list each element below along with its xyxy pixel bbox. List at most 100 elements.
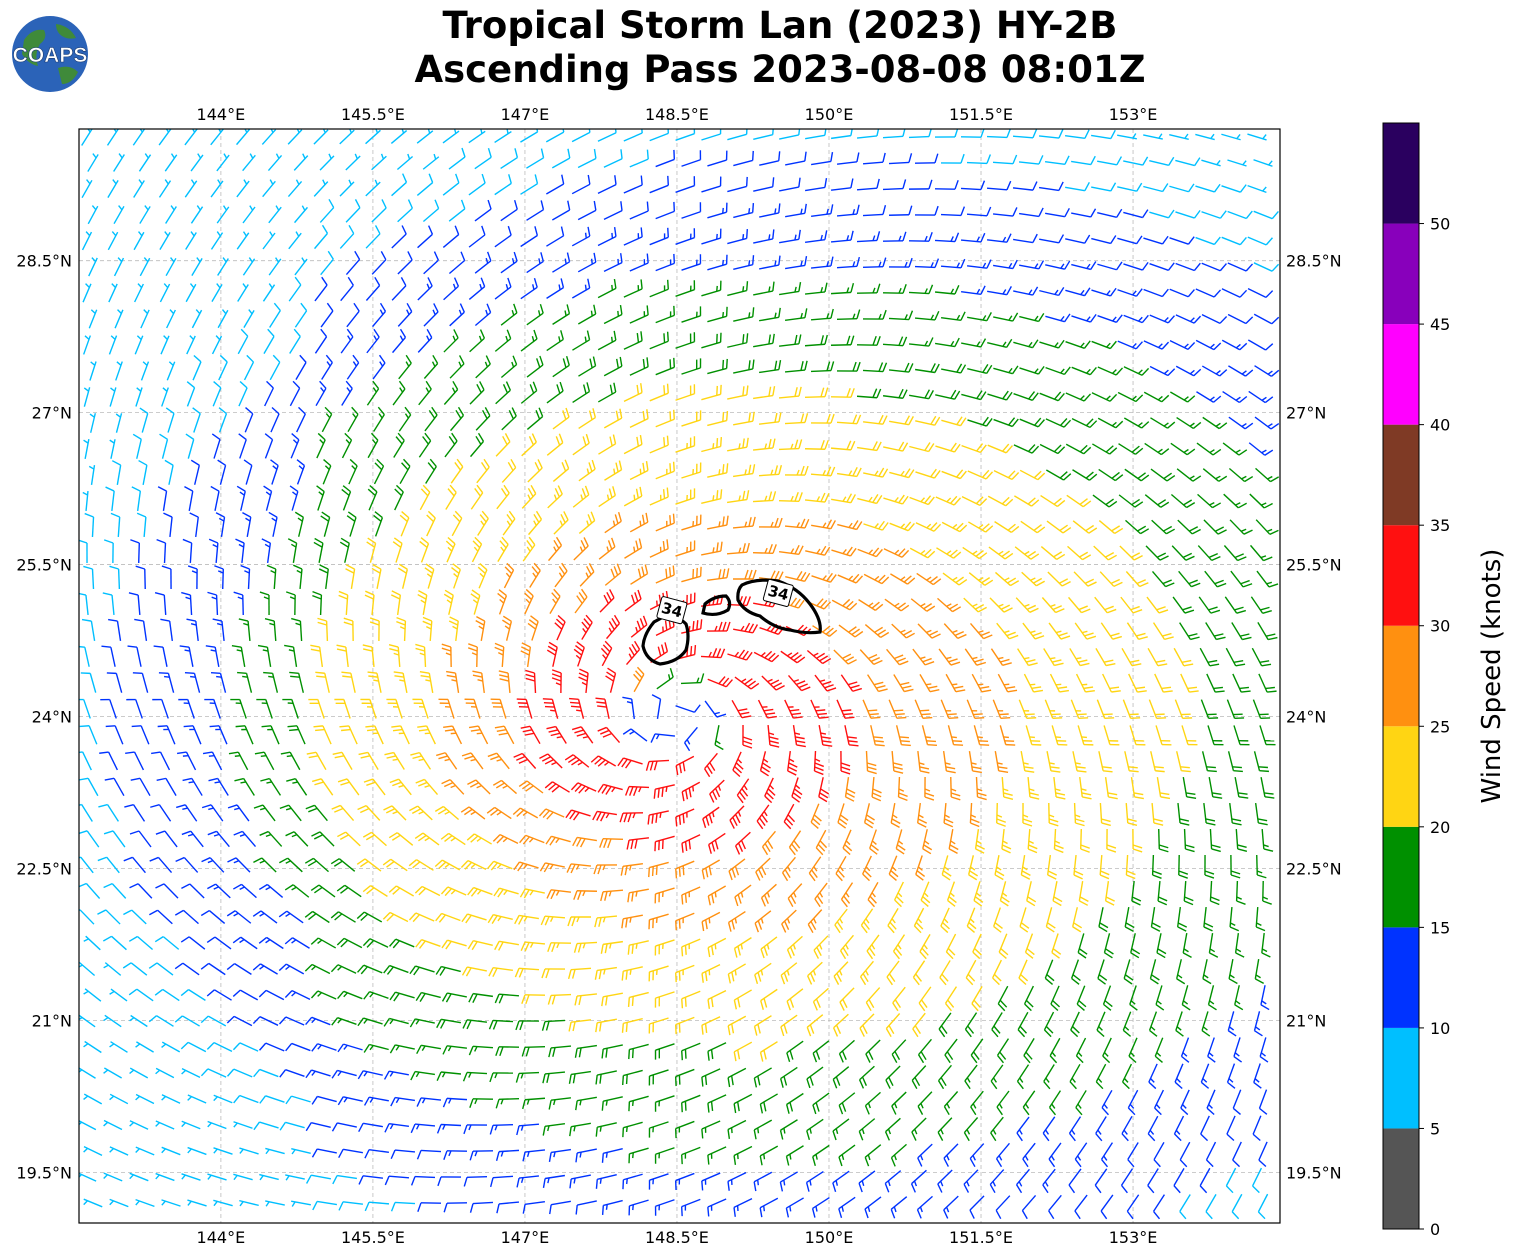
wind-barb <box>630 564 649 585</box>
wind-barb <box>179 645 194 667</box>
wind-barb <box>107 231 119 251</box>
wind-barb <box>1196 442 1222 456</box>
wind-barb <box>128 592 141 616</box>
wind-barb <box>305 1069 331 1079</box>
wind-barb <box>1103 725 1120 746</box>
wind-barb <box>154 591 167 616</box>
wind-barb <box>190 459 200 485</box>
wind-barb <box>436 1071 462 1081</box>
wind-barb <box>1044 959 1055 985</box>
wind-barb <box>546 433 564 456</box>
wind-barb <box>1097 366 1124 376</box>
wind-barb <box>1175 751 1191 773</box>
wind-barb <box>364 1148 390 1159</box>
wind-barb <box>214 565 224 590</box>
wind-barb <box>140 309 150 329</box>
wind-barb <box>522 536 536 562</box>
wind-barb <box>1071 155 1096 166</box>
wind-barb <box>1195 339 1222 351</box>
wind-barb <box>1132 828 1143 853</box>
wind-barb <box>593 864 618 875</box>
wind-barb <box>1121 647 1142 667</box>
wind-barb <box>83 988 102 1002</box>
wind-barb <box>314 224 329 250</box>
wind-barb <box>1124 751 1139 773</box>
wind-barb <box>707 1042 727 1061</box>
wind-barb <box>886 960 900 986</box>
wind-barb <box>727 649 753 661</box>
wind-barb <box>79 909 95 925</box>
wind-barb <box>176 804 198 822</box>
wind-barb <box>1045 469 1072 481</box>
wind-barb <box>701 1068 721 1087</box>
wind-barb <box>82 490 89 512</box>
wind-barb <box>205 645 220 667</box>
wind-barb <box>500 200 518 222</box>
lon-tick-label: 150°E <box>805 1228 854 1247</box>
wind-barb <box>1066 494 1092 508</box>
wind-barb <box>1072 751 1087 773</box>
colorbar-tick-label: 35 <box>1430 516 1450 535</box>
wind-barb <box>788 830 802 856</box>
wind-barb <box>461 752 484 770</box>
wind-barb <box>423 251 439 275</box>
wind-barb <box>840 750 851 775</box>
wind-barb <box>990 1116 1004 1142</box>
wind-barb <box>348 458 358 485</box>
wind-barb <box>264 380 274 407</box>
wind-barb <box>882 336 908 347</box>
wind-barb <box>675 332 696 349</box>
wind-barb <box>314 328 328 354</box>
wind-barb <box>622 696 635 720</box>
wind-barb <box>155 830 178 848</box>
wind-barb <box>337 1096 363 1106</box>
wind-barb <box>1149 959 1160 985</box>
wind-barb <box>233 1094 259 1104</box>
wind-barb <box>501 407 517 431</box>
wind-barb <box>1075 673 1095 693</box>
contour-label: 34 <box>762 578 794 607</box>
wind-barb <box>656 667 674 690</box>
wind-barb <box>1069 1063 1081 1090</box>
wind-barb <box>371 153 387 171</box>
wind-barb <box>206 989 232 1001</box>
wind-barb <box>856 129 880 139</box>
wind-barb <box>838 1039 855 1063</box>
wind-barb <box>83 387 91 407</box>
wind-barb <box>259 591 270 616</box>
wind-barb <box>736 778 750 804</box>
wind-barb <box>732 751 744 778</box>
wind-barb <box>727 385 749 400</box>
wind-barb <box>1068 1168 1082 1194</box>
wind-barb <box>310 644 324 668</box>
wind-barb <box>752 544 777 555</box>
wind-barb <box>79 1172 97 1182</box>
wind-barb <box>1178 854 1189 879</box>
wind-barb <box>1071 261 1097 271</box>
wind-barb <box>321 354 333 380</box>
wind-barb <box>753 650 780 663</box>
lat-tick-label: 25.5°N <box>16 556 72 575</box>
wind-barb <box>917 750 930 774</box>
wind-barb <box>1013 286 1039 296</box>
wind-barb <box>882 388 908 399</box>
wind-barb <box>944 1038 958 1064</box>
wind-barb <box>343 617 354 642</box>
wind-barb <box>103 1172 123 1182</box>
wind-barbs <box>79 129 1280 1220</box>
wind-barb <box>1025 725 1042 746</box>
wind-barb <box>155 1067 175 1079</box>
wind-barb <box>1067 545 1092 561</box>
wind-barb <box>1072 520 1098 534</box>
wind-barb <box>709 779 725 803</box>
wind-barb <box>1172 596 1195 614</box>
wind-barb <box>810 256 834 269</box>
wind-barb <box>398 354 412 380</box>
wind-barb <box>830 230 854 243</box>
wind-barb <box>365 725 384 745</box>
wind-barb <box>1201 210 1227 219</box>
wind-barb <box>813 935 829 959</box>
wind-barb <box>1026 881 1037 907</box>
wind-barb <box>675 228 696 245</box>
wind-barb <box>372 302 387 328</box>
